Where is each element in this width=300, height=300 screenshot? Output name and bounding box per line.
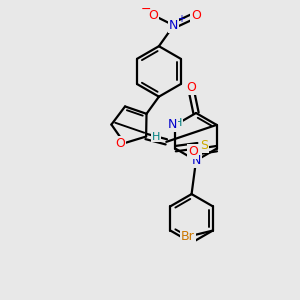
- Text: O: O: [188, 145, 198, 158]
- Text: +: +: [177, 14, 185, 24]
- Text: O: O: [148, 8, 158, 22]
- Text: S: S: [200, 139, 208, 152]
- Text: H: H: [152, 131, 160, 142]
- Text: O: O: [191, 8, 201, 22]
- Text: N: N: [169, 19, 178, 32]
- Text: O: O: [115, 136, 125, 150]
- Text: N: N: [168, 118, 177, 131]
- Text: N: N: [191, 154, 201, 167]
- Text: −: −: [140, 3, 151, 16]
- Text: Br: Br: [181, 230, 195, 243]
- Text: O: O: [187, 81, 196, 94]
- Text: H: H: [174, 118, 182, 128]
